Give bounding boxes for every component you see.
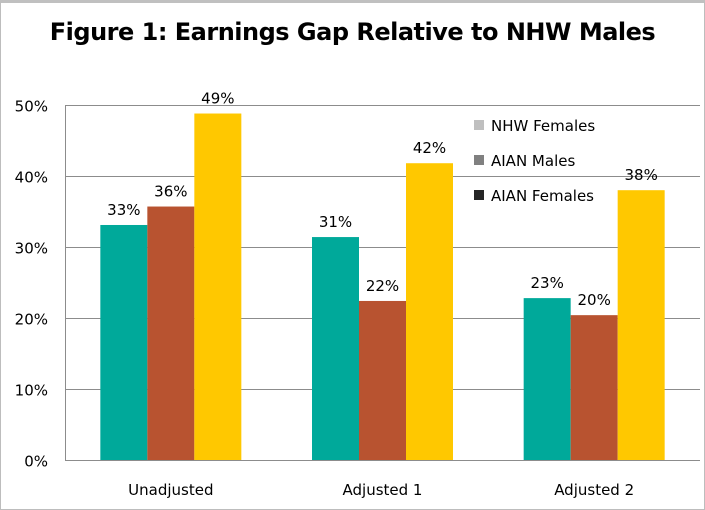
bar: [312, 237, 359, 460]
data-label: 49%: [201, 90, 234, 108]
legend: NHW Females AIAN Males AIAN Females: [474, 117, 595, 205]
y-tick-label: 30%: [15, 240, 48, 258]
legend-swatch: [474, 120, 484, 130]
bar: [523, 298, 571, 460]
chart-title: Figure 1: Earnings Gap Relative to NHW M…: [49, 18, 656, 46]
x-tick-label: Unadjusted: [128, 481, 213, 499]
data-label: 38%: [624, 166, 657, 184]
y-tick-label: 20%: [15, 311, 48, 329]
data-label: 31%: [319, 213, 352, 231]
y-tick-label: 40%: [15, 169, 48, 187]
data-label: 36%: [154, 183, 187, 201]
data-label: 20%: [577, 291, 610, 309]
legend-label: AIAN Males: [491, 152, 575, 170]
x-axis-ticks: Unadjusted Adjusted 1 Adjusted 2: [128, 481, 634, 499]
y-axis-ticks: 0% 10% 20% 30% 40% 50%: [15, 98, 48, 471]
bar: [147, 206, 195, 460]
y-tick-label: 0%: [24, 453, 48, 471]
legend-swatch: [474, 190, 484, 200]
bars: [100, 113, 665, 461]
data-label: 33%: [107, 201, 140, 219]
bar: [570, 315, 618, 460]
bar: [617, 190, 665, 460]
data-label: 23%: [530, 274, 563, 292]
data-label: 22%: [366, 277, 399, 295]
legend-swatch: [474, 155, 484, 165]
bar: [100, 224, 148, 460]
bar: [406, 163, 453, 460]
bar: [194, 113, 242, 461]
data-labels: 33% 36% 49% 31% 22% 42% 23% 20% 38%: [107, 90, 658, 310]
y-tick-label: 50%: [15, 98, 48, 116]
legend-label: AIAN Females: [491, 187, 594, 205]
x-tick-label: Adjusted 1: [343, 481, 423, 499]
legend-label: NHW Females: [491, 117, 595, 135]
y-tick-label: 10%: [15, 382, 48, 400]
bar: [359, 300, 406, 460]
data-label: 42%: [413, 139, 446, 157]
x-tick-label: Adjusted 2: [554, 481, 634, 499]
